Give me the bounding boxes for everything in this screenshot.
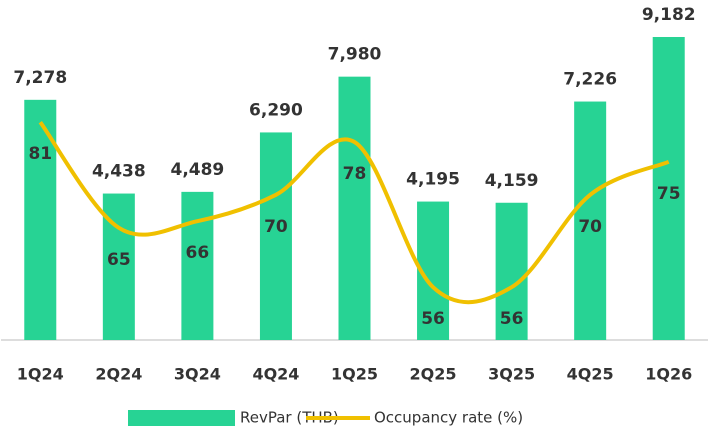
bar	[181, 191, 214, 340]
bar	[495, 202, 528, 340]
x-tick-label: 4Q24	[252, 365, 299, 384]
bar	[652, 36, 685, 341]
x-tick-label: 1Q24	[17, 365, 64, 384]
bar	[574, 101, 607, 341]
bar-value-label: 6,290	[249, 100, 303, 120]
x-tick-label: 3Q24	[174, 365, 221, 384]
bar-value-label: 4,489	[170, 160, 224, 180]
legend-swatch	[128, 410, 235, 426]
x-tick-label: 2Q25	[410, 365, 457, 384]
bar-value-label: 9,182	[642, 5, 696, 25]
occupancy-line	[38, 121, 670, 305]
line-value-label: 81	[28, 144, 52, 164]
legend-label: RevPar (THB)	[240, 409, 339, 427]
bar-value-label: 7,278	[13, 68, 67, 88]
legend-label: Occupancy rate (%)	[374, 409, 523, 427]
x-tick-label: 3Q25	[488, 365, 535, 384]
line-value-label: 56	[421, 309, 445, 329]
bar	[338, 76, 371, 340]
bar-value-label: 7,980	[328, 45, 382, 65]
bar-value-label: 4,438	[92, 162, 146, 182]
x-tick-label: 1Q25	[331, 365, 378, 384]
line-value-label: 65	[107, 250, 131, 270]
bar-value-label: 4,195	[406, 170, 460, 190]
x-tick-label: 2Q24	[95, 365, 142, 384]
line-value-label: 70	[264, 217, 288, 237]
x-tick-label: 1Q26	[645, 365, 692, 384]
line-value-label: 70	[578, 217, 602, 237]
bar-value-label: 4,159	[485, 171, 539, 191]
x-tick-label: 4Q25	[567, 365, 614, 384]
bar	[259, 132, 292, 340]
bar-value-label: 7,226	[563, 70, 617, 90]
line-value-label: 56	[500, 309, 524, 329]
line-value-label: 78	[343, 164, 367, 184]
line-value-label: 75	[657, 184, 681, 204]
line-value-label: 66	[186, 243, 210, 263]
